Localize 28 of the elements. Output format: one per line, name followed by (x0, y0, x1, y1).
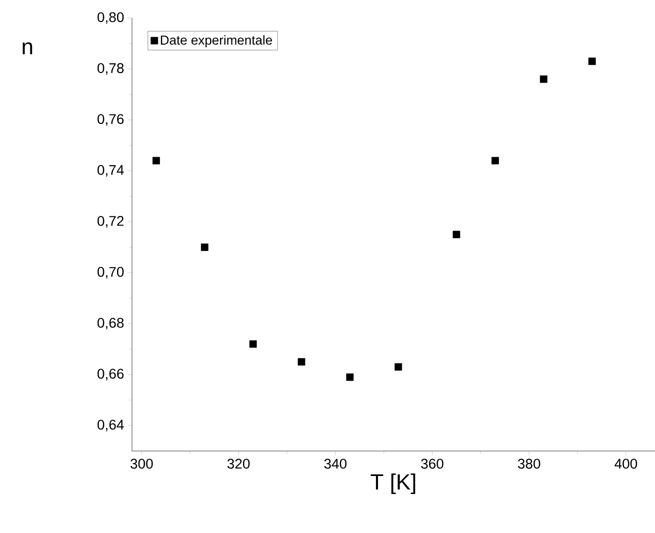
x-tick-label: 380 (518, 458, 540, 469)
legend-label: Date experimentale (160, 35, 272, 48)
point (452, 230, 460, 238)
y-tick-label: 0,78 (98, 63, 124, 75)
x-tick-label: 320 (227, 458, 250, 469)
y-tick-label: 0,66 (98, 368, 124, 380)
point (298, 358, 306, 366)
point (540, 75, 548, 83)
y-tick-label: 0,74 (98, 165, 124, 177)
y-axis-title: n (22, 42, 32, 54)
x-tick-label: 400 (614, 458, 638, 469)
point (492, 156, 499, 164)
point (152, 156, 160, 164)
y-tick-label: 0,68 (98, 318, 124, 330)
x-axis-title: T [K] (370, 474, 416, 494)
y-tick-label: 0,64 (98, 420, 124, 432)
point (200, 244, 208, 251)
point (346, 373, 354, 381)
y-tick-label: 0,72 (98, 216, 124, 228)
point (249, 340, 257, 348)
y-tick-label: 0,70 (98, 266, 124, 278)
x-tick-label: 300 (130, 458, 153, 469)
y-tick-label: 0,76 (98, 114, 124, 126)
point (588, 58, 596, 65)
x-tick-label: 360 (421, 458, 444, 469)
point (394, 363, 402, 371)
y-tick-label: 0,80 (98, 12, 124, 24)
x-tick-label: 340 (324, 458, 347, 469)
